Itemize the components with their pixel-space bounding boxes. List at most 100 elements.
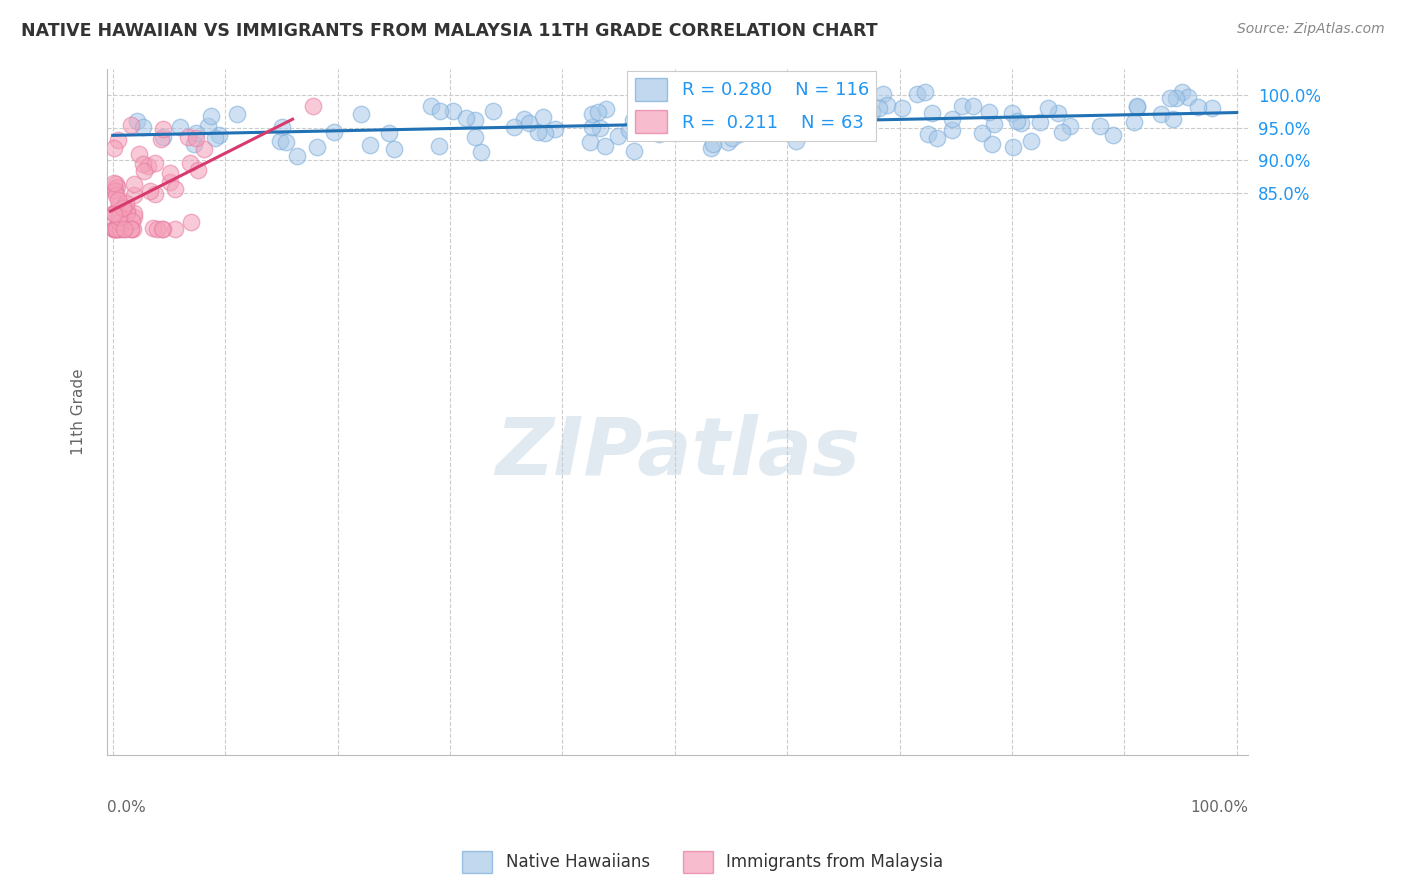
Point: [581, 120, 603, 134]
Point: [717, 136, 740, 150]
Point: [169, 120, 191, 134]
Point: [531, 111, 554, 125]
Point: [114, 222, 136, 236]
Point: [125, 114, 148, 128]
Point: [544, 121, 567, 136]
Point: [464, 130, 486, 145]
Point: [579, 135, 602, 149]
Point: [981, 136, 1004, 151]
Point: [103, 205, 125, 219]
Point: [180, 215, 202, 229]
Point: [152, 121, 174, 136]
Point: [648, 128, 671, 142]
Point: [623, 145, 645, 159]
Point: [927, 130, 949, 145]
Point: [103, 177, 125, 191]
Point: [631, 114, 654, 128]
Point: [513, 112, 536, 127]
Point: [177, 130, 200, 145]
Point: [121, 214, 143, 228]
Point: [138, 184, 160, 198]
Point: [103, 207, 125, 221]
Point: [581, 107, 603, 121]
Point: [917, 128, 939, 142]
Point: [110, 222, 132, 236]
Point: [868, 102, 890, 116]
Point: [848, 122, 870, 136]
Point: [103, 141, 125, 155]
Point: [104, 188, 127, 202]
Point: [429, 103, 451, 118]
Point: [124, 206, 146, 220]
Text: ZIPatlas: ZIPatlas: [495, 414, 860, 491]
Text: 100.0%: 100.0%: [1189, 799, 1249, 814]
Point: [1159, 91, 1181, 105]
Legend: Native Hawaiians, Immigrants from Malaysia: Native Hawaiians, Immigrants from Malays…: [456, 845, 950, 880]
Point: [617, 123, 640, 137]
Point: [607, 128, 630, 143]
Point: [481, 104, 503, 119]
Point: [142, 220, 165, 235]
Text: NATIVE HAWAIIAN VS IMMIGRANTS FROM MALAYSIA 11TH GRADE CORRELATION CHART: NATIVE HAWAIIAN VS IMMIGRANTS FROM MALAY…: [21, 22, 877, 40]
Point: [104, 177, 127, 191]
Point: [104, 184, 127, 198]
Point: [104, 222, 127, 236]
Point: [270, 120, 292, 134]
Point: [197, 119, 219, 133]
Point: [699, 97, 721, 112]
Point: [115, 205, 138, 219]
Point: [1150, 107, 1173, 121]
Point: [1036, 101, 1059, 115]
Point: [977, 104, 1000, 119]
Point: [105, 220, 128, 235]
Point: [1010, 116, 1032, 130]
Point: [1101, 128, 1123, 142]
Point: [676, 108, 699, 122]
Point: [914, 85, 936, 99]
Point: [786, 122, 808, 136]
Point: [378, 126, 401, 140]
Point: [107, 133, 129, 147]
Text: 0.0%: 0.0%: [107, 799, 146, 814]
Point: [441, 103, 464, 118]
Point: [891, 101, 914, 115]
Point: [527, 125, 550, 139]
Point: [104, 182, 127, 196]
Point: [225, 107, 247, 121]
Point: [359, 138, 381, 153]
Point: [111, 200, 134, 214]
Point: [595, 102, 617, 116]
Point: [105, 222, 128, 236]
Point: [122, 178, 145, 192]
Point: [165, 222, 187, 236]
Point: [105, 180, 128, 194]
Point: [307, 140, 329, 154]
Point: [941, 122, 963, 136]
Point: [108, 198, 131, 212]
Point: [146, 222, 169, 236]
Point: [274, 136, 297, 150]
Point: [517, 115, 540, 129]
Point: [120, 118, 142, 132]
Point: [1201, 101, 1223, 115]
Point: [630, 123, 652, 137]
Point: [720, 131, 742, 145]
Point: [419, 99, 441, 113]
Point: [941, 112, 963, 127]
Point: [112, 201, 135, 215]
Point: [350, 106, 373, 120]
Point: [187, 163, 209, 178]
Text: Source: ZipAtlas.com: Source: ZipAtlas.com: [1237, 22, 1385, 37]
Point: [269, 134, 291, 148]
Point: [634, 113, 657, 128]
Point: [134, 164, 156, 178]
Point: [872, 87, 894, 102]
Point: [152, 222, 174, 236]
Legend: R = 0.280    N = 116, R =  0.211    N = 63: R = 0.280 N = 116, R = 0.211 N = 63: [627, 70, 876, 141]
Point: [1125, 98, 1147, 112]
Point: [921, 105, 943, 120]
Point: [107, 194, 129, 208]
Point: [1166, 91, 1188, 105]
Point: [534, 127, 557, 141]
Point: [1047, 106, 1070, 120]
